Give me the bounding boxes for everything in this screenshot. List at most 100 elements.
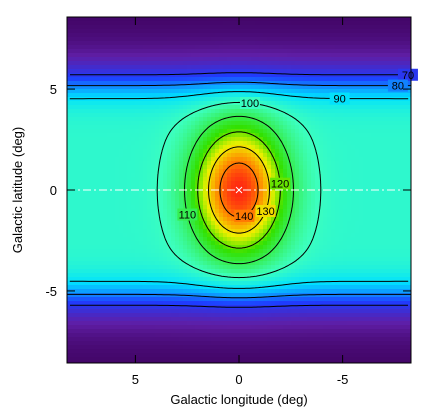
heat-cell xyxy=(383,229,388,234)
heat-cell xyxy=(331,129,336,134)
heat-cell xyxy=(107,49,112,54)
heat-cell xyxy=(359,137,364,142)
heat-cell xyxy=(107,209,112,214)
heat-cell xyxy=(255,85,260,90)
heat-cell xyxy=(163,137,168,142)
heat-cell xyxy=(327,129,332,134)
heat-cell xyxy=(255,21,260,26)
heat-cell xyxy=(175,61,180,66)
heat-cell xyxy=(311,97,316,102)
heat-cell xyxy=(295,169,300,174)
heat-cell xyxy=(335,201,340,206)
heat-cell xyxy=(255,149,260,154)
heat-cell xyxy=(307,61,312,66)
heat-cell xyxy=(359,37,364,42)
heat-cell xyxy=(351,65,356,70)
heat-cell xyxy=(375,53,380,58)
heat-cell xyxy=(191,101,196,106)
heat-cell xyxy=(87,173,92,178)
heat-cell xyxy=(399,41,404,46)
heat-cell xyxy=(155,21,160,26)
heat-cell xyxy=(359,65,364,70)
heat-cell xyxy=(287,153,292,158)
heat-cell xyxy=(343,21,348,26)
heat-cell xyxy=(311,149,316,154)
heat-cell xyxy=(131,49,136,54)
heat-cell xyxy=(71,249,76,254)
heat-cell xyxy=(99,245,104,250)
heat-cell xyxy=(187,169,192,174)
heat-cell xyxy=(315,29,320,34)
heat-cell xyxy=(167,49,172,54)
heat-cell xyxy=(223,241,228,246)
heat-cell xyxy=(139,105,144,110)
heat-cell xyxy=(123,133,128,138)
heat-cell xyxy=(371,153,376,158)
heat-cell xyxy=(163,93,168,98)
heat-cell xyxy=(127,185,132,190)
heat-cell xyxy=(351,185,356,190)
heat-cell xyxy=(75,109,80,114)
heat-cell xyxy=(79,233,84,238)
heat-cell xyxy=(363,69,368,74)
heat-cell xyxy=(343,109,348,114)
heat-cell xyxy=(403,41,408,46)
heat-cell xyxy=(219,33,224,38)
heat-cell xyxy=(375,97,380,102)
heat-cell xyxy=(387,25,392,30)
heat-cell xyxy=(263,117,268,122)
heat-cell xyxy=(291,229,296,234)
heat-cell xyxy=(255,201,260,206)
heat-cell xyxy=(119,173,124,178)
heat-cell xyxy=(187,193,192,198)
heat-cell xyxy=(343,193,348,198)
heat-cell xyxy=(359,113,364,118)
heat-cell xyxy=(387,37,392,42)
heat-cell xyxy=(251,21,256,26)
heat-cell xyxy=(315,77,320,82)
heat-cell xyxy=(211,137,216,142)
heat-cell xyxy=(251,137,256,142)
heat-cell xyxy=(235,41,240,46)
heat-cell xyxy=(171,189,176,194)
heat-cell xyxy=(83,17,88,22)
heat-cell xyxy=(267,177,272,182)
heat-cell xyxy=(75,213,80,218)
heat-cell xyxy=(139,209,144,214)
heat-cell xyxy=(211,29,216,34)
heat-cell xyxy=(111,65,116,70)
heat-cell xyxy=(319,85,324,90)
heat-cell xyxy=(327,153,332,158)
heat-cell xyxy=(155,149,160,154)
heat-cell xyxy=(231,85,236,90)
heat-cell xyxy=(195,69,200,74)
heat-cell xyxy=(195,137,200,142)
heat-cell xyxy=(183,89,188,94)
heat-cell xyxy=(247,229,252,234)
heat-cell xyxy=(231,221,236,226)
heat-cell xyxy=(171,217,176,222)
heat-cell xyxy=(147,61,152,66)
heat-cell xyxy=(303,185,308,190)
heat-cell xyxy=(191,33,196,38)
heat-cell xyxy=(87,169,92,174)
heat-cell xyxy=(103,157,108,162)
heat-cell xyxy=(107,161,112,166)
heat-cell xyxy=(91,97,96,102)
heat-cell xyxy=(359,189,364,194)
heat-cell xyxy=(347,185,352,190)
heat-cell xyxy=(171,69,176,74)
heat-cell xyxy=(335,129,340,134)
heat-cell xyxy=(307,113,312,118)
heat-cell xyxy=(167,213,172,218)
heat-cell xyxy=(359,161,364,166)
heat-cell xyxy=(151,37,156,42)
heat-cell xyxy=(79,29,84,34)
heat-cell xyxy=(339,173,344,178)
heat-cell xyxy=(247,85,252,90)
heat-cell xyxy=(407,37,412,42)
heat-cell xyxy=(107,165,112,170)
heat-cell xyxy=(191,189,196,194)
heat-cell xyxy=(163,209,168,214)
heat-cell xyxy=(171,213,176,218)
